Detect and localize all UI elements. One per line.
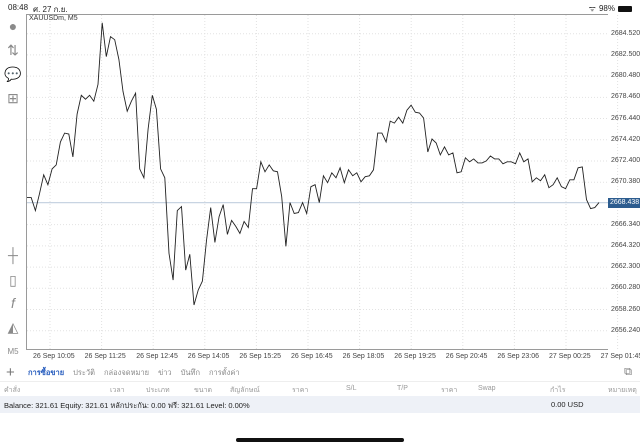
col-comment: หมายเหตุ xyxy=(608,387,637,394)
price-series-line xyxy=(27,22,600,306)
bottom-tabs: + การซื้อขาย ประวัติ กล่องจดหมาย ข่าว บั… xyxy=(0,364,640,381)
chart-area[interactable] xyxy=(26,14,608,350)
time-tick-label: 27 Sep 01:45 xyxy=(600,353,640,360)
wifi-icon: ᯤ xyxy=(588,4,596,13)
chart-symbol: XAUUSDm, M5 xyxy=(29,15,78,22)
time-tick-label: 26 Sep 16:45 xyxy=(291,353,333,360)
left-toolbar: ● ⇅ 💬 ⊞ ┼ ▯ f ◭ M5 xyxy=(0,14,26,364)
tab-news[interactable]: ข่าว xyxy=(158,367,172,377)
col-swap: Swap xyxy=(478,385,496,392)
new-document-icon[interactable]: ⊞ xyxy=(7,89,19,106)
col-symbol: สัญลักษณ์ xyxy=(230,387,260,394)
timeframe-button[interactable]: M5 xyxy=(7,346,19,356)
home-indicator[interactable] xyxy=(236,438,404,442)
battery-percent: 98% xyxy=(598,4,615,13)
price-tick-label: 2666.340 xyxy=(611,220,640,228)
time-tick-label: 26 Sep 12:45 xyxy=(136,353,178,360)
total-profit: 0.00 USD xyxy=(551,400,584,409)
chat-icon[interactable]: 💬 xyxy=(4,65,22,82)
layout-icon[interactable]: ⧉ xyxy=(624,366,632,378)
price-tick-label: 2658.260 xyxy=(611,305,640,313)
col-size: ขนาด xyxy=(194,387,213,394)
price-tick-label: 2662.300 xyxy=(611,263,640,271)
col-type: ประเภท xyxy=(146,387,170,394)
tab-trade[interactable]: การซื้อขาย xyxy=(28,367,65,377)
objects-icon[interactable]: ◭ xyxy=(7,318,19,335)
candlestick-icon[interactable]: ▯ xyxy=(9,271,17,288)
time-tick-label: 26 Sep 14:05 xyxy=(187,353,230,360)
price-tick-label: 2684.520 xyxy=(611,29,640,37)
col-price: ราคา xyxy=(292,387,309,394)
table-header: คำสั่ง เวลา ประเภท ขนาด สัญลักษณ์ ราคา S… xyxy=(0,381,640,396)
time-tick-label: 26 Sep 11:25 xyxy=(84,353,126,360)
function-icon[interactable]: f xyxy=(11,295,15,311)
time-tick-label: 26 Sep 15:25 xyxy=(239,353,282,360)
date: ศ. 27 ก.ย. xyxy=(33,5,68,14)
tab-settings[interactable]: การตั้งค่า xyxy=(209,367,240,377)
trade-arrows-icon[interactable]: ⇅ xyxy=(7,41,19,58)
time-tick-label: 26 Sep 19:25 xyxy=(394,353,436,360)
account-icon[interactable]: ● xyxy=(8,18,18,34)
price-tick-label: 2682.500 xyxy=(611,50,640,58)
col-sl: S/L xyxy=(346,385,357,392)
tab-history[interactable]: ประวัติ xyxy=(73,367,96,377)
price-tick-label: 2656.240 xyxy=(611,326,640,334)
balance-bar: Balance: 321.61 Equity: 321.61 หลักประกั… xyxy=(0,396,640,413)
col-tp: T/P xyxy=(397,385,408,392)
current-price-label: 2668.438 xyxy=(608,198,640,208)
col-order: คำสั่ง xyxy=(4,387,21,394)
time-tick-label: 26 Sep 18:05 xyxy=(342,353,385,360)
tab-mailbox[interactable]: กล่องจดหมาย xyxy=(104,367,150,377)
time-tick-label: 27 Sep 00:25 xyxy=(549,353,591,360)
status-bar: 08:48 ศ. 27 ก.ย. ᯤ 98% xyxy=(0,0,640,14)
price-tick-label: 2676.440 xyxy=(611,114,640,122)
col-time: เวลา xyxy=(110,387,125,394)
price-tick-label: 2660.280 xyxy=(611,284,640,292)
col-profit: กำไร xyxy=(550,387,566,394)
price-tick-label: 2680.480 xyxy=(611,72,640,80)
time-tick-label: 26 Sep 23:06 xyxy=(497,353,540,360)
price-tick-label: 2678.460 xyxy=(611,93,640,101)
price-tick-label: 2664.320 xyxy=(611,241,640,249)
add-icon[interactable]: + xyxy=(6,364,15,381)
crosshair-icon[interactable]: ┼ xyxy=(8,247,18,263)
time-tick-label: 26 Sep 20:45 xyxy=(445,353,488,360)
battery-icon xyxy=(618,5,632,12)
col-price-current: ราคา xyxy=(441,387,458,394)
price-tick-label: 2670.380 xyxy=(611,178,640,186)
price-chart[interactable] xyxy=(0,0,640,364)
price-tick-label: 2672.400 xyxy=(611,156,640,164)
price-tick-label: 2674.420 xyxy=(611,135,640,143)
clock: 08:48 xyxy=(8,3,29,12)
balance-summary: Balance: 321.61 Equity: 321.61 หลักประกั… xyxy=(4,401,250,410)
time-tick-label: 26 Sep 10:05 xyxy=(33,353,75,360)
tab-journal[interactable]: บันทึก xyxy=(180,367,201,377)
